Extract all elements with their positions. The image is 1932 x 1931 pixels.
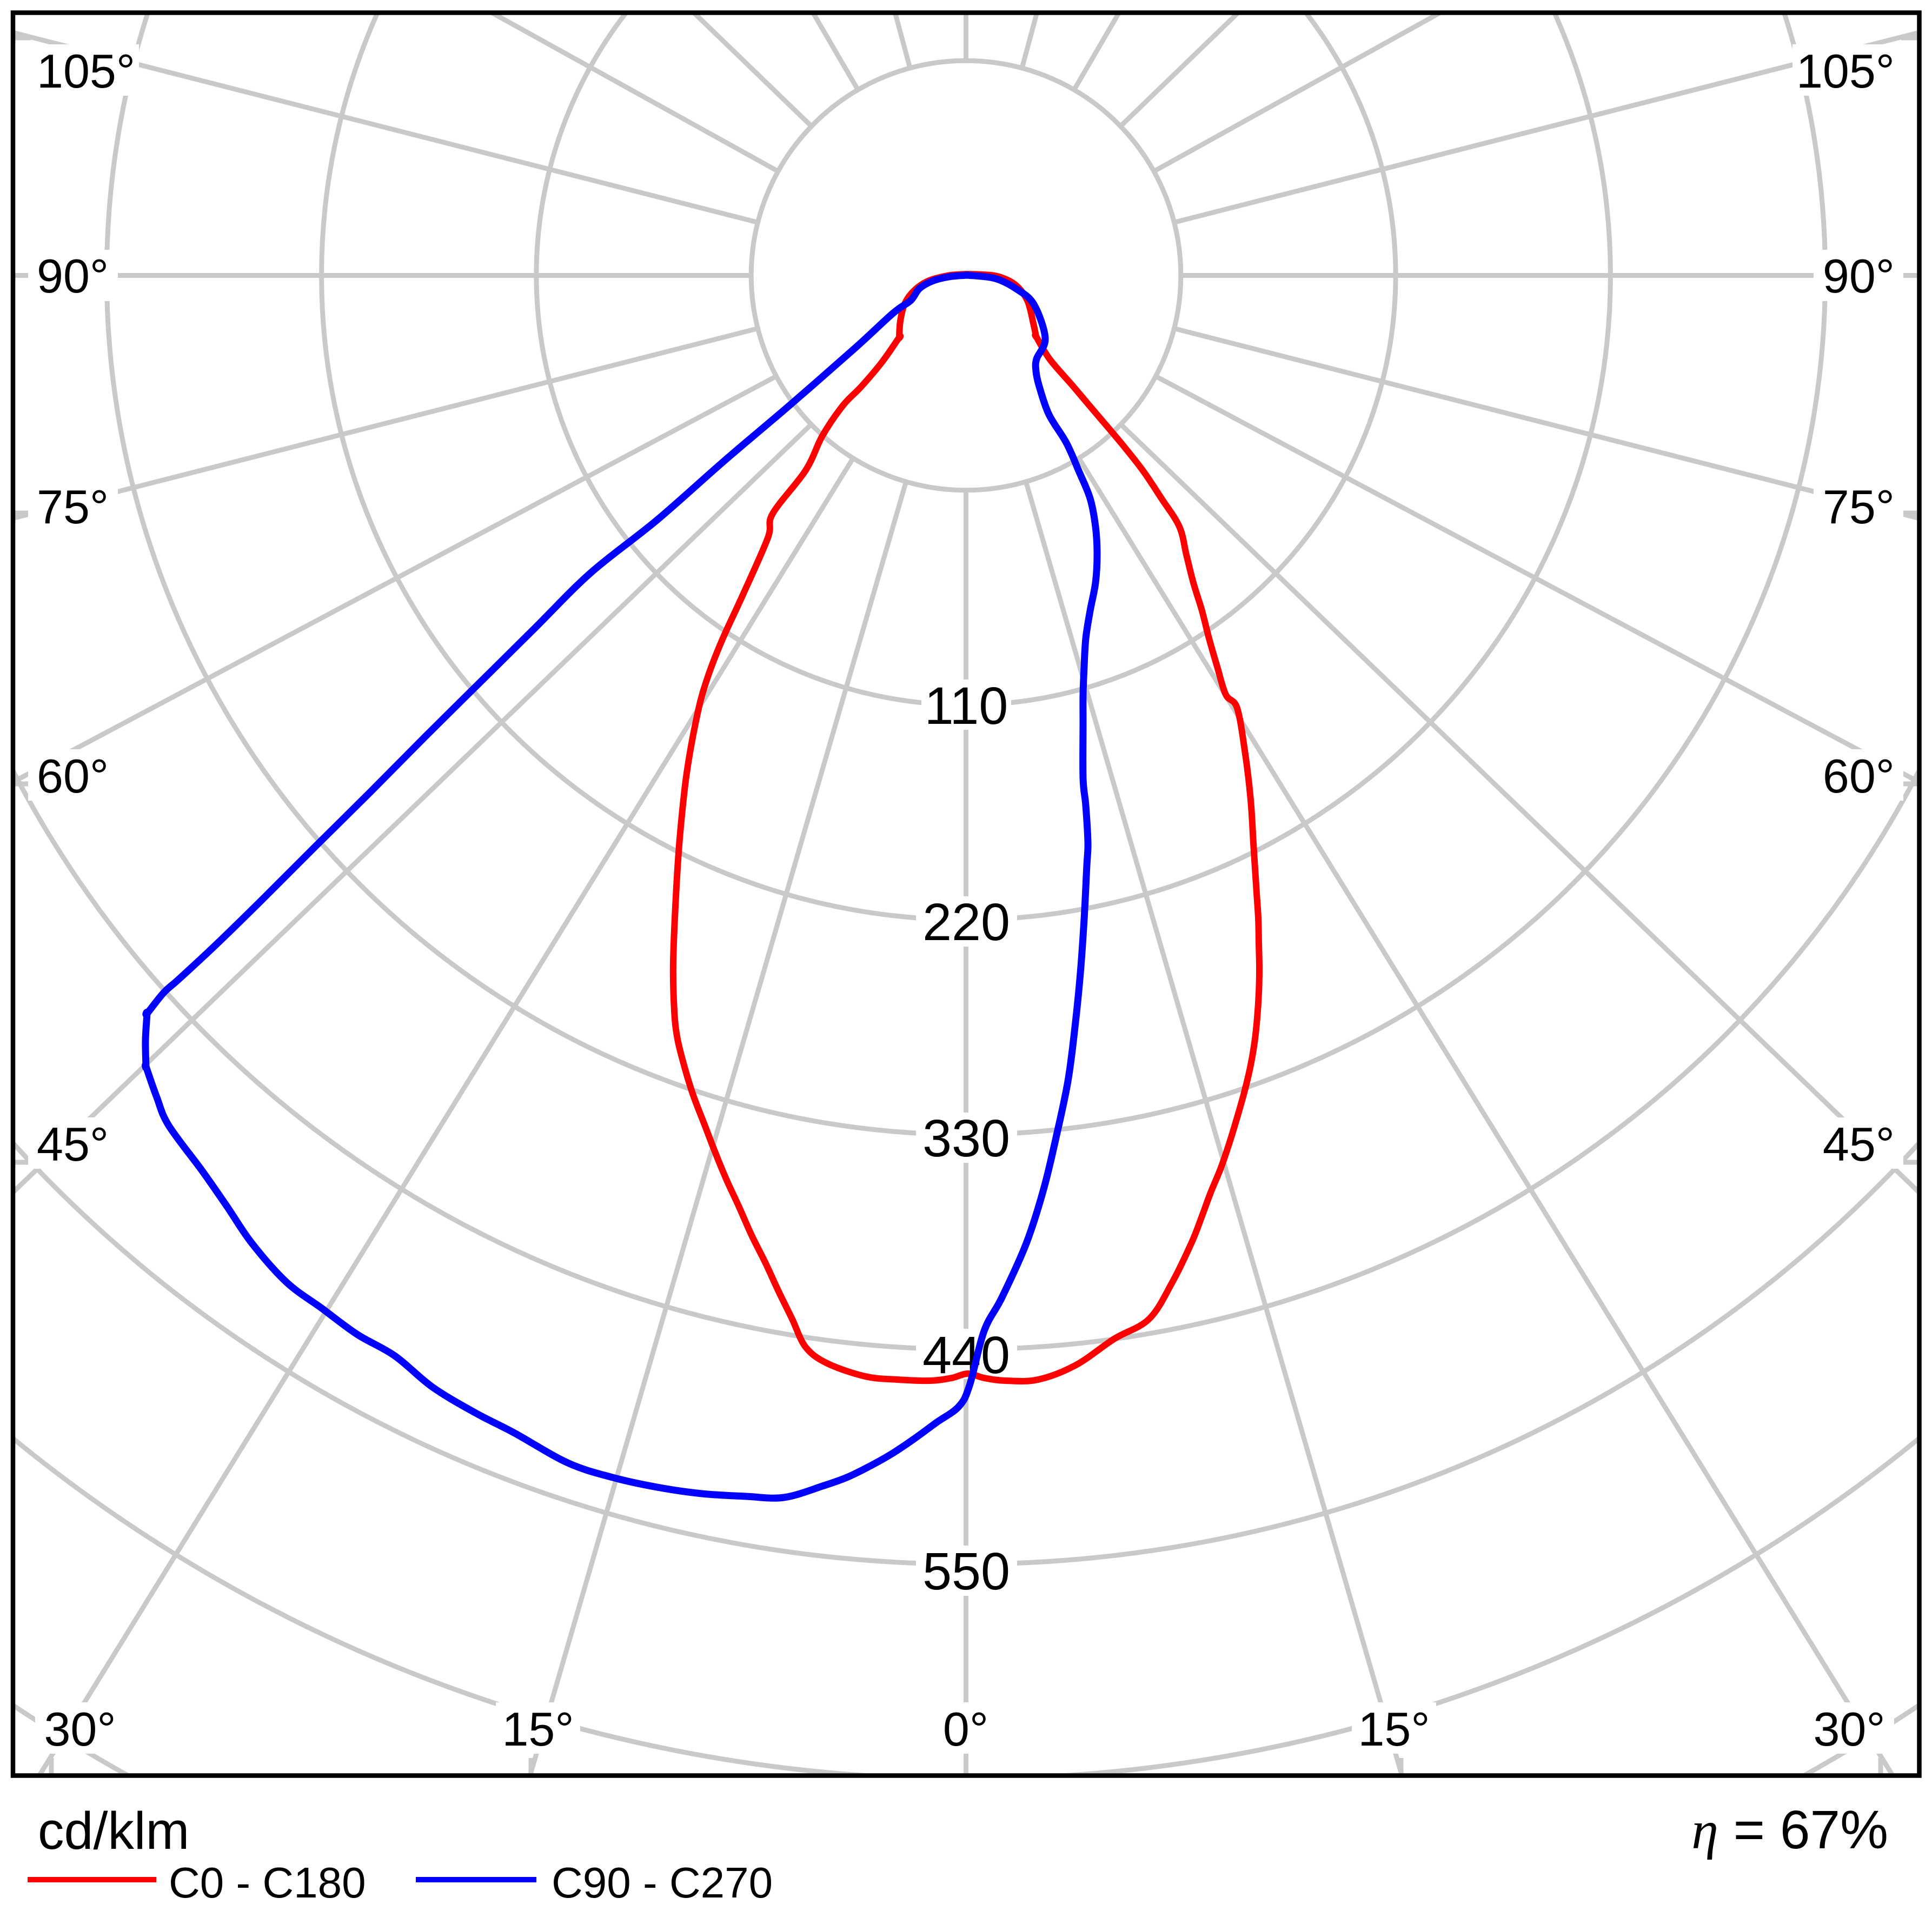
svg-text:90°: 90° <box>1823 249 1895 303</box>
svg-text:105°: 105° <box>37 44 135 98</box>
svg-text:75°: 75° <box>37 480 109 534</box>
svg-text:C90 - C270: C90 - C270 <box>552 1859 773 1907</box>
svg-text:30°: 30° <box>44 1702 116 1756</box>
svg-text:90°: 90° <box>37 249 109 303</box>
svg-text:330: 330 <box>922 1109 1010 1168</box>
svg-text:15°: 15° <box>502 1702 574 1756</box>
svg-text:75°: 75° <box>1823 480 1895 534</box>
svg-text:220: 220 <box>922 893 1010 951</box>
svg-text:C0 - C180: C0 - C180 <box>169 1859 366 1907</box>
svg-text:η = 67%: η = 67% <box>1691 1800 1888 1860</box>
svg-text:45°: 45° <box>1823 1117 1895 1171</box>
svg-text:105°: 105° <box>1796 44 1895 98</box>
svg-text:0°: 0° <box>943 1702 988 1756</box>
svg-text:110: 110 <box>925 676 1008 735</box>
svg-text:30°: 30° <box>1813 1702 1885 1756</box>
svg-text:45°: 45° <box>37 1117 109 1171</box>
svg-text:60°: 60° <box>1823 749 1895 803</box>
svg-text:550: 550 <box>922 1542 1010 1601</box>
svg-text:cd/klm: cd/klm <box>38 1801 189 1860</box>
svg-text:60°: 60° <box>37 749 109 803</box>
svg-text:15°: 15° <box>1358 1702 1430 1756</box>
